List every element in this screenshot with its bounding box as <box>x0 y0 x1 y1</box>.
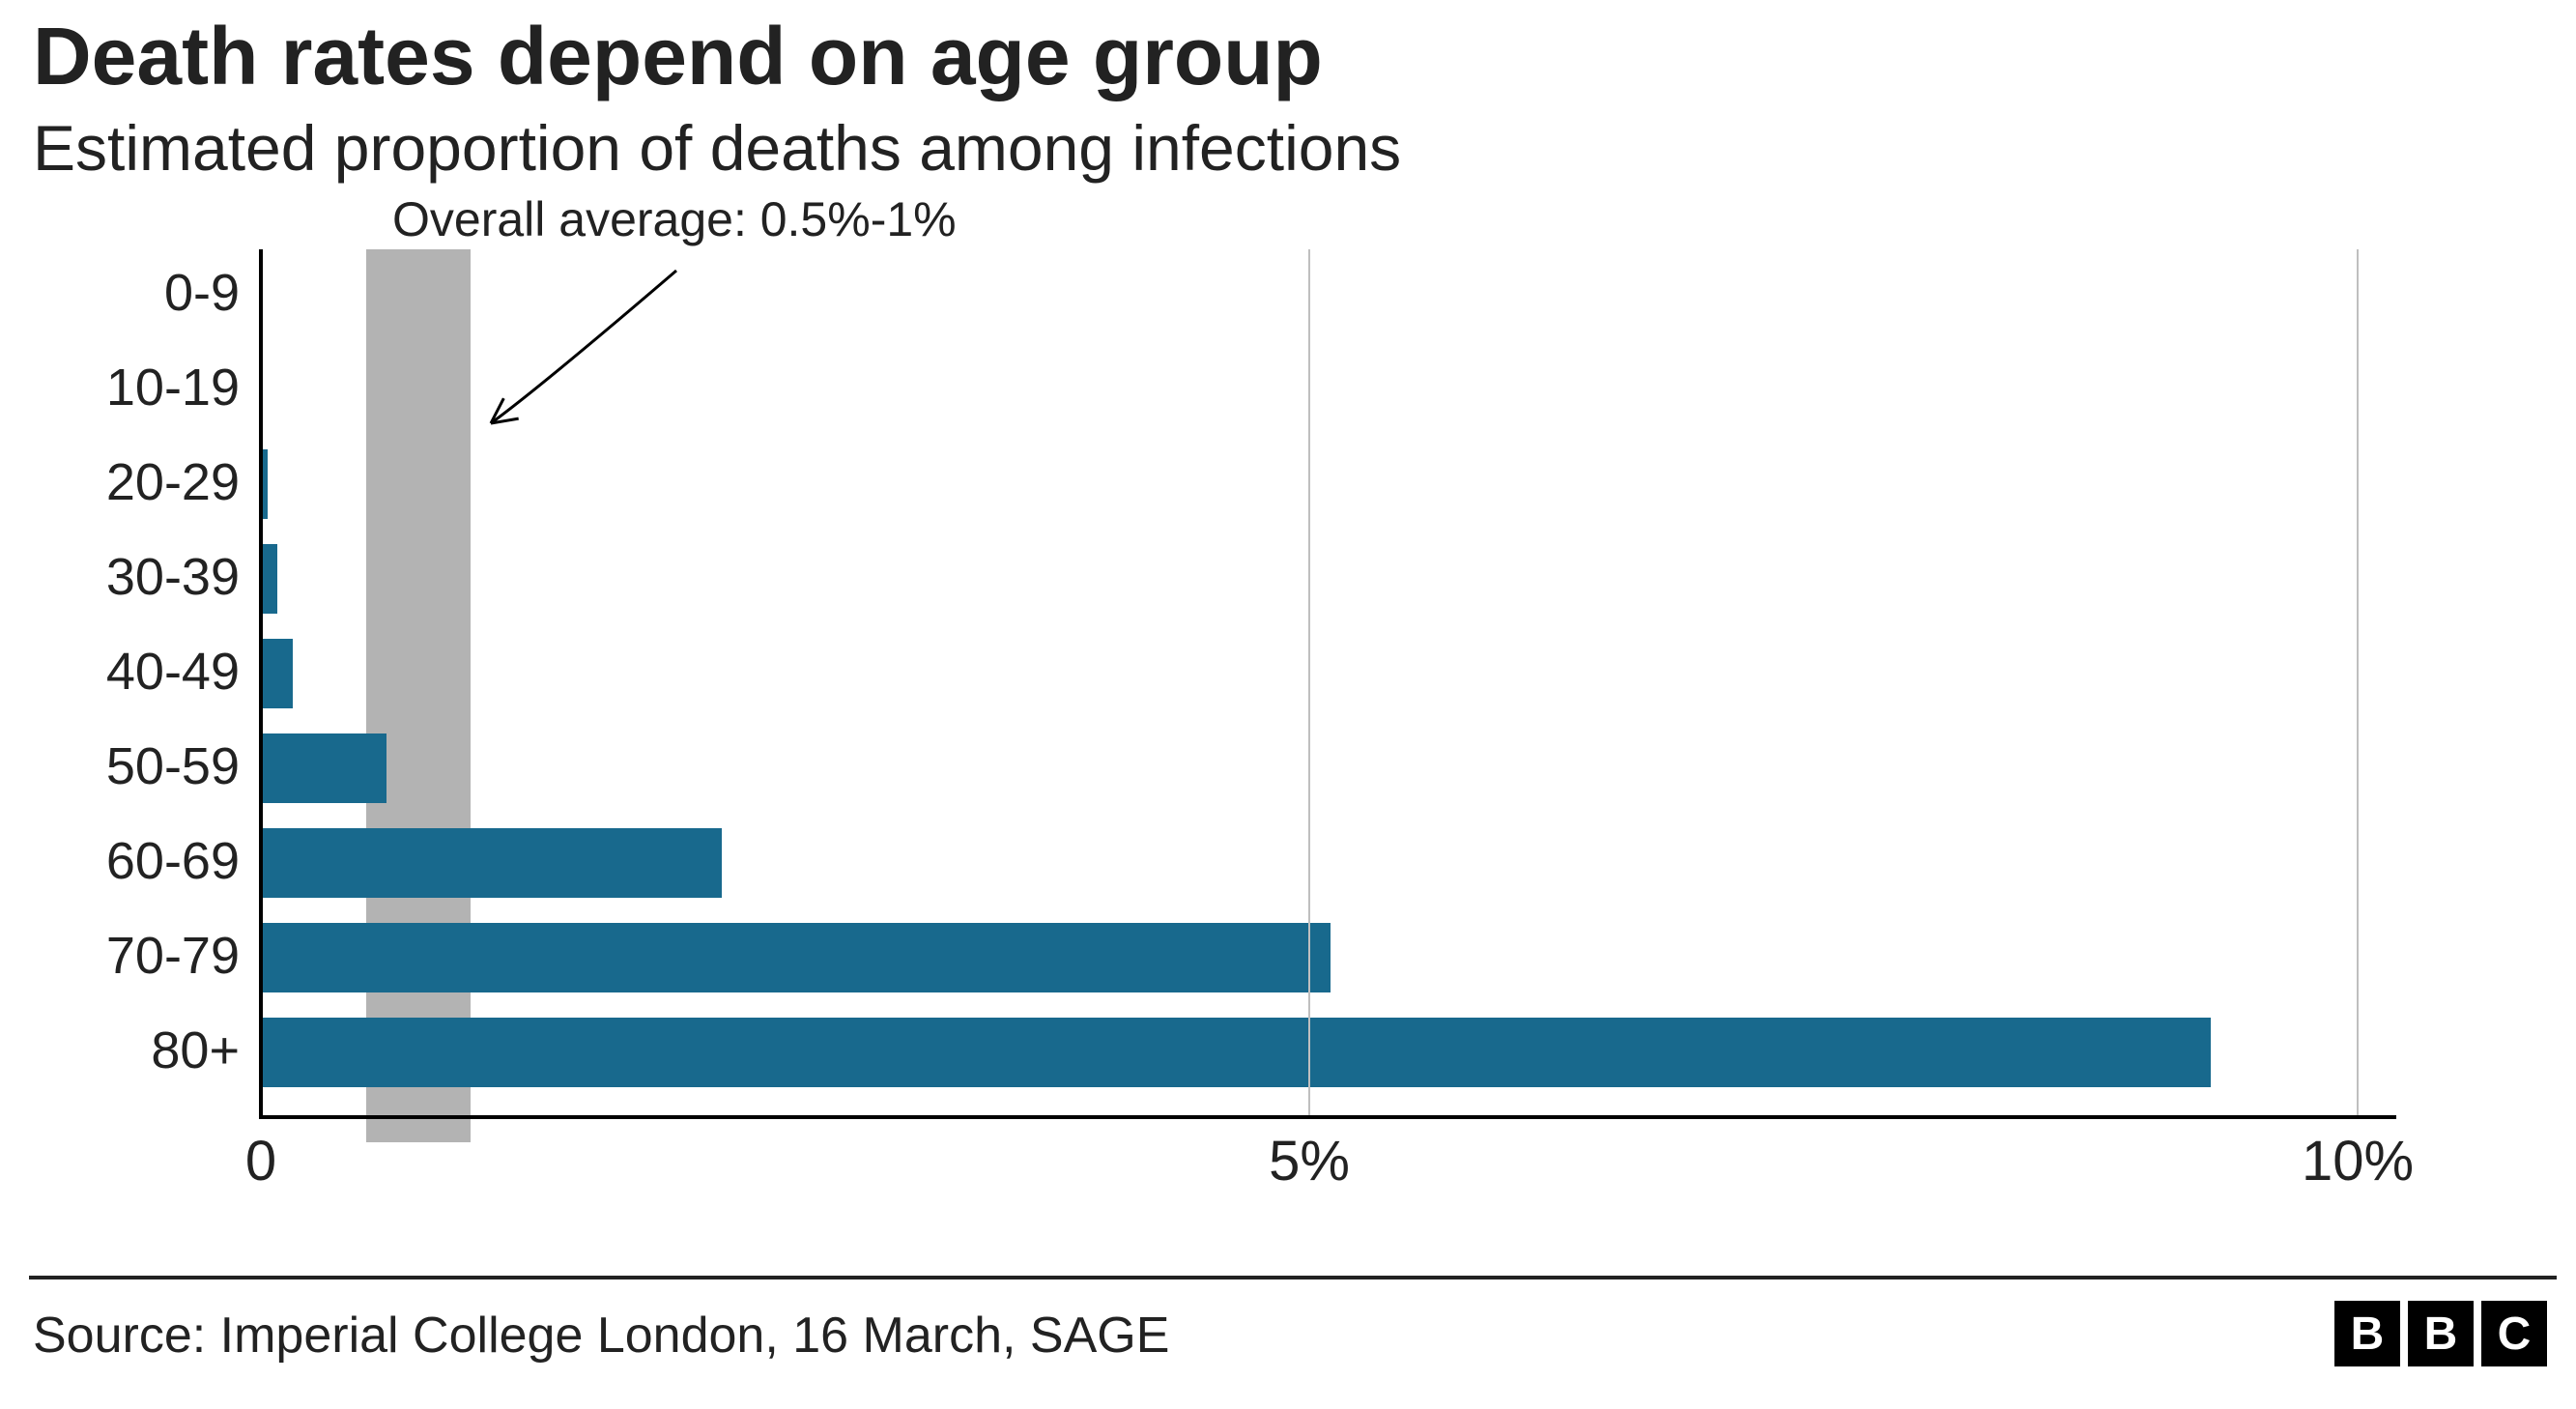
axes-svg <box>0 0 2576 1409</box>
x-axis-label: 10% <box>2300 1129 2416 1193</box>
footer-rule <box>29 1276 2557 1280</box>
y-axis-label: 50-59 <box>106 736 240 796</box>
y-axis-label: 80+ <box>151 1021 240 1080</box>
y-axis-label: 0-9 <box>164 263 240 323</box>
bbc-logo-letter: B <box>2334 1301 2400 1366</box>
bbc-logo-letter: B <box>2408 1301 2474 1366</box>
y-axis-label: 70-79 <box>106 926 240 986</box>
bbc-logo: BBC <box>2334 1301 2547 1366</box>
y-axis-label: 40-49 <box>106 642 240 702</box>
y-axis-label: 20-29 <box>106 452 240 512</box>
y-axis-label: 60-69 <box>106 831 240 891</box>
y-axis-label: 30-39 <box>106 547 240 607</box>
bbc-logo-letter: C <box>2481 1301 2547 1366</box>
chart-canvas: Death rates depend on age group Estimate… <box>0 0 2576 1409</box>
source-text: Source: Imperial College London, 16 Marc… <box>33 1307 1169 1365</box>
x-axis-label: 0 <box>203 1129 319 1193</box>
x-axis-label: 5% <box>1251 1129 1367 1193</box>
y-axis-label: 10-19 <box>106 358 240 417</box>
